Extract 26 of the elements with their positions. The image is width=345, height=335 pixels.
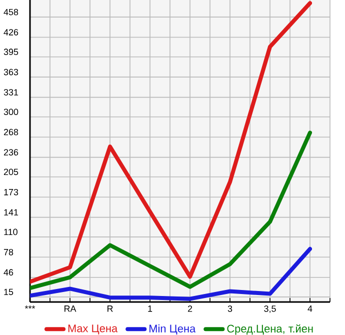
legend-label: Max Цена xyxy=(68,324,118,334)
x-tick-label: 4 xyxy=(308,306,312,312)
y-tick-label: 15 xyxy=(4,288,14,296)
y-tick-label: 110 xyxy=(4,228,18,236)
x-tick-label: R xyxy=(107,306,113,312)
x-tick-label: 3 xyxy=(228,306,232,312)
y-tick-label: 236 xyxy=(4,149,18,156)
y-tick-label: 141 xyxy=(4,209,18,216)
x-tick-label: 2 xyxy=(188,306,192,312)
y-tick-label: 331 xyxy=(4,89,18,96)
y-tick-label: 363 xyxy=(4,68,18,76)
x-tick-label: 3,5 xyxy=(264,306,276,313)
x-tick-label: 1 xyxy=(148,306,152,312)
x-tick-label: *** xyxy=(24,306,36,309)
legend-label: Min Цена xyxy=(150,324,196,335)
y-tick-label: 268 xyxy=(4,128,18,136)
y-tick-label: 78 xyxy=(4,248,14,256)
y-tick-label: 395 xyxy=(4,48,18,56)
y-tick-label: 173 xyxy=(4,188,18,196)
y-tick-label: 300 xyxy=(4,108,18,116)
y-tick-label: 426 xyxy=(4,29,18,36)
legend-label: Сред.Цена, т.йен xyxy=(227,324,313,335)
y-tick-label: 458 xyxy=(4,8,18,16)
y-tick-label: 46 xyxy=(4,269,14,276)
x-tick-label: RA xyxy=(64,306,76,312)
y-tick-label: 205 xyxy=(4,168,18,176)
